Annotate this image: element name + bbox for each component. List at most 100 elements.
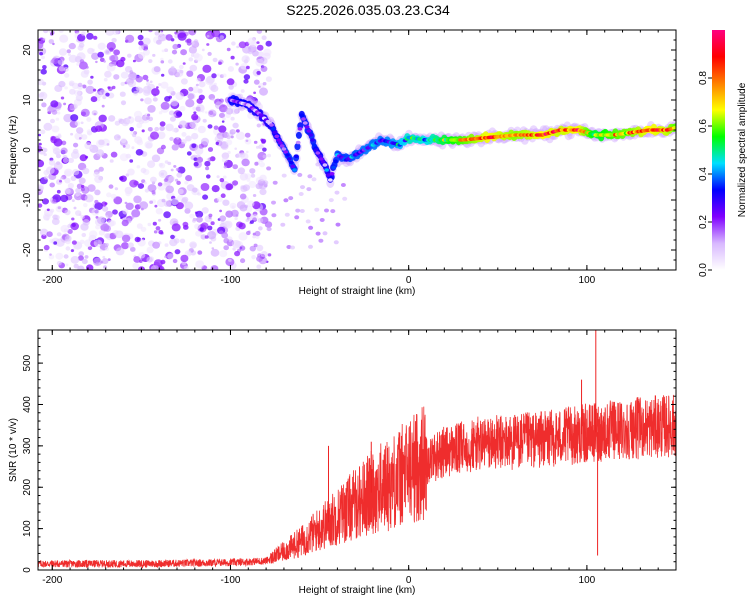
colorbar: 0.0 0.2 0.4 0.6 0.8 Normalized spectral ampl… [698,30,748,277]
noise-speckle [130,246,136,252]
noise-speckle [290,245,295,250]
noise-speckle [222,199,230,206]
noise-speckle [232,129,236,133]
noise-speckle [213,125,219,130]
noise-speckle [56,232,62,237]
noise-speckle [294,215,300,220]
noise-speckle [81,186,90,194]
noise-speckle [42,232,46,236]
noise-speckle [230,135,234,139]
noise-speckle [133,90,139,96]
noise-speckle [185,39,189,43]
noise-speckle [82,167,90,175]
noise-speckle [51,125,60,133]
noise-speckle [93,35,98,40]
noise-speckle [49,253,52,256]
noise-speckle [190,242,197,249]
noise-speckle [76,62,80,66]
noise-speckle [51,199,57,204]
noise-speckle [205,77,214,86]
noise-speckle [246,65,250,70]
noise-speckle [150,265,160,270]
noise-speckle [115,247,125,256]
noise-speckle [146,256,153,263]
noise-speckle [163,211,171,219]
noise-speckle [103,265,107,269]
noise-speckle [159,121,166,127]
noise-speckle [151,154,161,163]
noise-speckle [38,142,42,146]
spectrogram-y-tick-label: -10 [22,192,33,207]
noise-speckle [64,177,71,184]
noise-speckle [225,257,235,267]
noise-speckle [154,204,158,208]
noise-speckle [218,61,222,65]
noise-speckle [113,134,121,141]
noise-speckle [172,113,176,117]
noise-speckle [182,121,187,126]
noise-speckle [267,153,271,158]
noise-speckle [234,245,238,250]
noise-speckle [207,124,213,129]
noise-speckle [178,64,184,70]
noise-speckle [237,167,246,175]
ridge-core [317,154,322,158]
noise-speckle [207,147,214,152]
noise-speckle [58,48,68,56]
noise-speckle [241,158,250,167]
noise-speckle [119,175,127,182]
noise-speckle [86,32,94,40]
noise-speckle [216,175,220,179]
noise-speckle [308,244,313,249]
noise-speckle [156,147,165,155]
noise-speckle [225,139,233,146]
ridge-core [285,153,290,157]
noise-speckle [200,234,207,240]
colorbar-tick-label: 0.0 [698,263,709,277]
noise-speckle [201,207,209,214]
noise-speckle [188,46,197,54]
noise-speckle [206,35,210,38]
noise-speckle [211,185,220,193]
noise-speckle [184,180,189,185]
noise-speckle [266,227,272,232]
noise-speckle [283,198,289,203]
noise-speckle [60,194,69,203]
noise-speckle [186,151,192,156]
noise-speckle [235,62,239,66]
noise-speckle [76,183,83,189]
noise-speckle [246,216,250,220]
noise-speckle [236,201,246,209]
ridge-core [313,148,319,152]
noise-speckle [334,190,340,195]
noise-speckle [244,132,251,138]
spectrogram-y-tick-label: 10 [22,94,33,106]
noise-speckle [243,74,251,80]
noise-speckle [78,251,84,257]
noise-speckle [74,121,81,126]
noise-speckle [147,222,152,227]
noise-speckle [69,88,76,95]
noise-speckle [70,222,79,231]
noise-speckle [147,105,156,113]
noise-speckle [231,205,235,209]
noise-speckle [194,223,201,230]
noise-speckle [161,49,165,53]
noise-speckle [200,183,210,191]
noise-speckle [73,206,77,210]
noise-speckle [260,65,268,72]
noise-speckle [75,194,79,198]
noise-speckle [196,216,203,223]
noise-speckle [64,235,72,242]
noise-speckle [78,213,82,216]
noise-speckle [169,116,176,122]
noise-speckle [147,127,153,132]
noise-speckle [191,113,199,121]
noise-speckle [102,255,106,259]
noise-speckle [189,120,198,129]
noise-speckle [140,98,144,102]
noise-speckle [63,254,69,259]
noise-speckle [96,149,105,157]
noise-speckle [189,64,198,72]
